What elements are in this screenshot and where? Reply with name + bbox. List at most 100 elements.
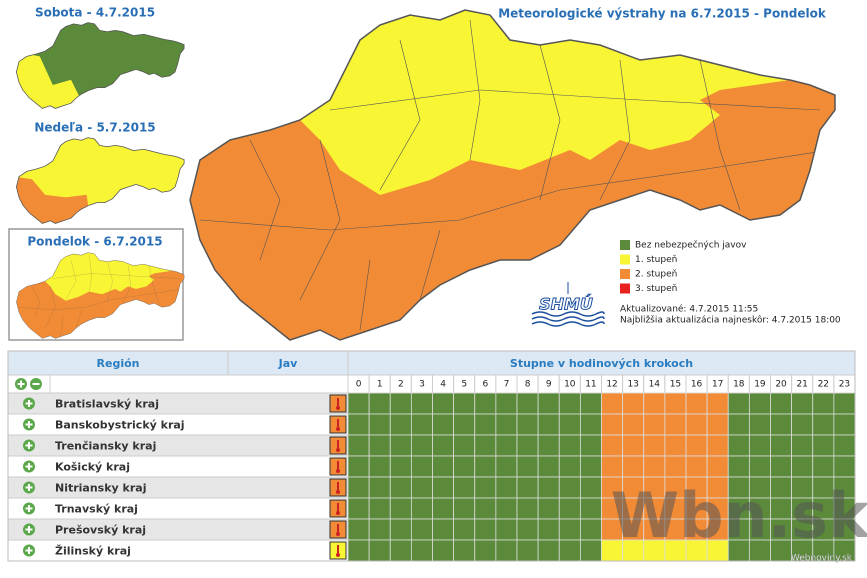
region-name[interactable]: Bratislavský kraj <box>55 398 159 411</box>
hour-level <box>622 413 645 436</box>
hour-level <box>495 539 518 562</box>
hour-label: 20 <box>775 380 787 390</box>
logo-text: SHMÚ <box>539 295 593 314</box>
mini-map[interactable] <box>14 135 188 229</box>
hour-level <box>474 476 497 499</box>
hour-level <box>432 539 455 562</box>
legend-label: Bez nebezpečných javov <box>635 240 747 251</box>
region-name[interactable]: Banskobystrický kraj <box>55 419 185 432</box>
thermometer-bulb <box>336 511 340 515</box>
region-name[interactable]: Trenčiansky kraj <box>55 440 156 453</box>
hour-label: 6 <box>482 380 488 390</box>
hour-level <box>558 476 581 499</box>
hour-level <box>791 392 814 415</box>
mini-map-title[interactable]: Nedeľa - 5.7.2015 <box>34 121 155 135</box>
hour-level <box>347 518 370 541</box>
hour-level <box>495 434 518 457</box>
thermometer-bulb <box>336 427 340 431</box>
region-name[interactable]: Prešovský kraj <box>55 524 146 537</box>
expand-icon[interactable] <box>25 421 33 428</box>
mini-map[interactable] <box>14 250 188 341</box>
hour-level <box>579 497 602 520</box>
hour-level <box>474 497 497 520</box>
hour-level <box>432 476 455 499</box>
expand-icon[interactable] <box>17 380 25 388</box>
hour-level <box>453 476 476 499</box>
region-name[interactable]: Trnavský kraj <box>55 503 138 516</box>
table-border <box>7 350 856 562</box>
hour-level <box>727 434 750 457</box>
thermometer-bulb <box>336 448 340 452</box>
expand-icon[interactable] <box>25 463 33 470</box>
hour-level <box>410 497 433 520</box>
hour-level <box>748 413 771 436</box>
expand-icon[interactable] <box>25 484 33 491</box>
hour-level <box>537 539 560 562</box>
hour-label: 2 <box>398 380 404 390</box>
hour-level <box>495 476 518 499</box>
hour-level <box>432 392 455 415</box>
hour-level <box>833 413 856 436</box>
column-header: Jav <box>278 357 299 370</box>
hour-level <box>368 539 391 562</box>
hour-level <box>791 413 814 436</box>
hour-level <box>389 434 412 457</box>
thermometer-bulb <box>336 406 340 410</box>
column-header: Región <box>97 357 140 370</box>
expand-icon[interactable] <box>25 400 33 407</box>
hour-level <box>706 434 729 457</box>
hour-label: 19 <box>754 380 766 390</box>
hour-level <box>727 392 750 415</box>
hour-level <box>474 413 497 436</box>
thermometer-bulb <box>336 553 340 557</box>
hour-label: 4 <box>440 380 446 390</box>
hour-label: 10 <box>564 380 576 390</box>
hour-level <box>664 455 687 478</box>
mini-map[interactable] <box>14 20 188 114</box>
region-name[interactable]: Nitriansky kraj <box>55 482 146 495</box>
hour-level <box>833 434 856 457</box>
expand-icon[interactable] <box>25 526 33 533</box>
hour-level <box>410 455 433 478</box>
hour-level <box>601 434 624 457</box>
hour-label: 22 <box>818 380 829 390</box>
hour-level <box>833 455 856 478</box>
hour-level <box>727 455 750 478</box>
hour-level <box>579 476 602 499</box>
hour-level <box>622 455 645 478</box>
legend-swatch <box>620 269 630 279</box>
hour-level <box>643 455 666 478</box>
hour-level <box>432 434 455 457</box>
expand-icon[interactable] <box>25 442 33 449</box>
column-header: Stupne v hodinových krokoch <box>510 357 693 370</box>
hour-level <box>579 392 602 415</box>
hour-level <box>347 455 370 478</box>
hour-level <box>410 518 433 541</box>
hour-level <box>685 455 708 478</box>
thermometer-bulb <box>336 490 340 494</box>
hour-level <box>748 455 771 478</box>
hour-level <box>432 518 455 541</box>
expand-icon[interactable] <box>25 547 33 554</box>
hour-level <box>516 497 539 520</box>
hour-level <box>453 518 476 541</box>
region-name[interactable]: Žilinský kraj <box>55 545 131 558</box>
region-name[interactable]: Košický kraj <box>55 461 130 474</box>
hour-level <box>706 392 729 415</box>
hour-level <box>516 455 539 478</box>
hour-level <box>474 518 497 541</box>
hour-level <box>664 392 687 415</box>
hour-level <box>812 434 835 457</box>
hour-level <box>368 413 391 436</box>
hour-level <box>601 392 624 415</box>
hour-level <box>474 455 497 478</box>
hour-level <box>770 413 793 436</box>
mini-map-title[interactable]: Sobota - 4.7.2015 <box>35 6 155 20</box>
hour-level <box>453 539 476 562</box>
expand-icon[interactable] <box>25 505 33 512</box>
hour-label: 23 <box>839 380 850 390</box>
hour-level <box>601 413 624 436</box>
hour-label: 17 <box>712 380 723 390</box>
mini-map-title[interactable]: Pondelok - 6.7.2015 <box>27 235 162 249</box>
